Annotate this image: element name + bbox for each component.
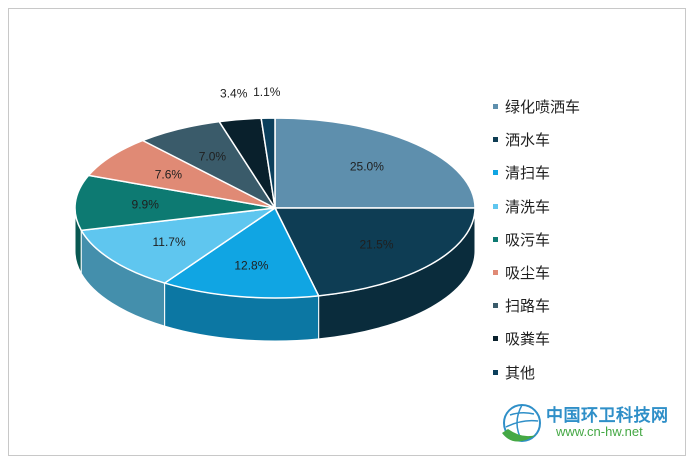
legend-label-2: 清扫车 — [505, 164, 551, 183]
data-label-4: 9.9% — [132, 198, 160, 212]
legend-item-5: 吸尘车 — [493, 256, 623, 289]
legend-label-7: 吸粪车 — [505, 330, 551, 349]
data-label-6: 7.0% — [199, 150, 227, 164]
legend-swatch-0 — [493, 104, 498, 110]
legend-label-0: 绿化喷洒车 — [505, 98, 581, 117]
legend-item-4: 吸污车 — [493, 223, 623, 256]
pie-slice-8 — [260, 117, 276, 209]
pie-slice-0 — [274, 117, 476, 209]
legend-swatch-1 — [493, 137, 498, 143]
data-label-8: 1.1% — [253, 85, 281, 99]
watermark-title: 中国环卫科技网 — [546, 406, 669, 426]
legend-item-3: 清洗车 — [493, 190, 623, 223]
legend-label-4: 吸污车 — [505, 230, 551, 249]
legend-item-7: 吸粪车 — [493, 322, 623, 355]
legend-swatch-6 — [493, 303, 498, 309]
data-label-3: 11.7% — [153, 235, 186, 249]
pie-sides — [74, 207, 476, 342]
legend-swatch-7 — [493, 336, 498, 342]
legend-label-1: 洒水车 — [505, 131, 551, 150]
watermark: 中国环卫科技网 www.cn-hw.net — [496, 397, 681, 449]
legend-item-1: 洒水车 — [493, 123, 623, 156]
data-label-2: 12.8% — [234, 259, 268, 273]
legend-label-3: 清洗车 — [505, 197, 551, 216]
legend-item-2: 清扫车 — [493, 156, 623, 189]
legend-swatch-3 — [493, 203, 498, 209]
pie-labels: 25.0% 21.5% 12.8% 11.7% 9.9% 7.6% 7.0% 3.4% 1.1% — [132, 85, 394, 273]
legend-label-8: 其他 — [505, 363, 536, 382]
legend: 绿化喷洒车洒水车清扫车清洗车吸污车吸尘车扫路车吸粪车其他 — [493, 90, 623, 389]
data-label-1: 21.5% — [359, 238, 393, 252]
pie-slice-4 — [74, 174, 276, 232]
legend-item-8: 其他 — [493, 356, 623, 389]
legend-label-5: 吸尘车 — [505, 264, 551, 283]
pie-slice-2 — [162, 206, 320, 299]
pie-slice-3 — [80, 207, 276, 284]
data-label-5: 7.6% — [155, 168, 183, 182]
pie-tops — [74, 117, 476, 299]
watermark-url: www.cn-hw.net — [556, 424, 643, 439]
globe-leaf-logo-icon — [502, 404, 541, 442]
legend-swatch-8 — [493, 369, 498, 375]
data-label-0: 25.0% — [350, 160, 384, 174]
pie-slice-1 — [273, 207, 476, 297]
legend-swatch-4 — [493, 236, 498, 242]
legend-item-0: 绿化喷洒车 — [493, 90, 623, 123]
legend-swatch-5 — [493, 270, 498, 276]
legend-swatch-2 — [493, 170, 498, 176]
data-label-7: 3.4% — [220, 86, 248, 100]
legend-label-6: 扫路车 — [505, 297, 551, 316]
legend-item-6: 扫路车 — [493, 289, 623, 322]
pie-slice-5 — [87, 139, 276, 209]
